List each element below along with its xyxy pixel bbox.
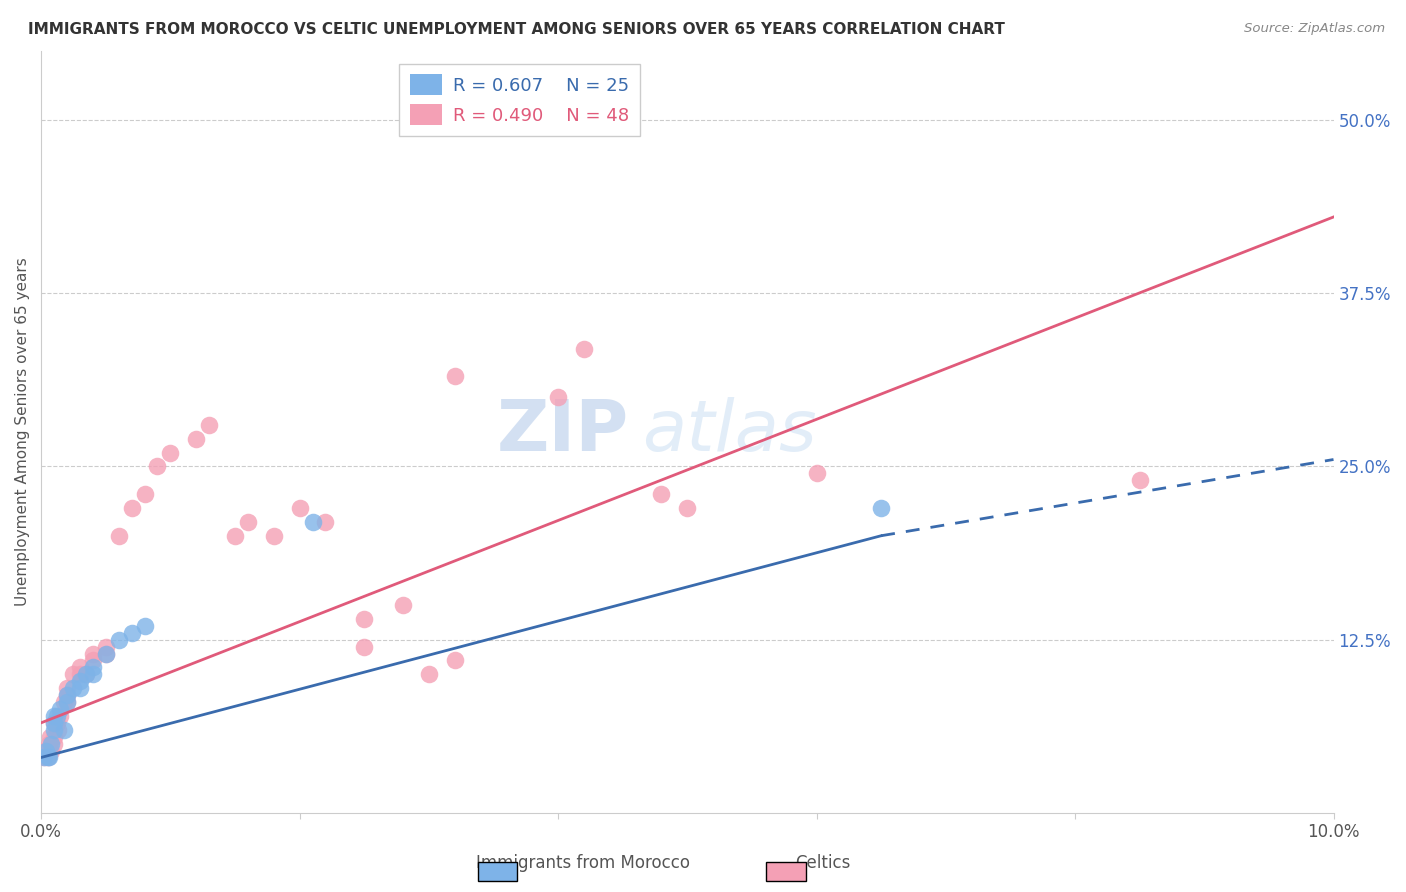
Point [146,459,169,474]
Point [353,640,375,654]
Point [69,674,91,689]
Point [288,501,311,516]
Point [870,501,893,516]
Point [53,695,76,709]
Point [53,723,76,737]
Legend: R = 0.607    N = 25, R = 0.490    N = 48: R = 0.607 N = 25, R = 0.490 N = 48 [399,63,640,136]
Point [314,515,336,529]
Text: Immigrants from Morocco: Immigrants from Morocco [477,855,690,872]
Point [38,737,60,751]
Point [42,730,65,744]
Point [443,369,465,384]
Point [1129,473,1152,487]
Point [134,619,156,633]
Text: IMMIGRANTS FROM MOROCCO VS CELTIC UNEMPLOYMENT AMONG SENIORS OVER 65 YEARS CORRE: IMMIGRANTS FROM MOROCCO VS CELTIC UNEMPL… [28,22,1005,37]
Point [263,529,285,543]
Point [82,660,104,674]
Point [572,342,595,356]
Point [94,647,117,661]
Point [35,743,58,757]
Point [62,681,84,695]
Point [39,730,62,744]
Point [42,709,65,723]
Point [806,467,828,481]
Point [353,612,375,626]
Point [62,667,84,681]
Point [82,667,104,681]
Point [42,737,65,751]
Point [82,647,104,661]
Point [418,667,440,681]
Point [69,681,91,695]
Y-axis label: Unemployment Among Seniors over 65 years: Unemployment Among Seniors over 65 years [15,258,30,607]
Point [94,647,117,661]
Point [56,695,79,709]
Point [121,501,143,516]
Point [134,487,156,501]
Point [69,660,91,674]
Point [34,743,56,757]
Point [107,632,129,647]
Point [42,715,65,730]
Point [676,501,699,516]
Point [49,702,72,716]
Point [236,515,259,529]
Point [650,487,672,501]
Point [121,625,143,640]
Point [49,709,72,723]
Text: Source: ZipAtlas.com: Source: ZipAtlas.com [1244,22,1385,36]
Point [159,445,181,459]
Point [46,723,69,737]
Point [547,390,569,404]
Point [41,743,63,757]
Point [56,681,79,695]
Point [32,750,55,764]
Point [186,432,208,446]
Point [392,598,415,612]
Text: ZIP: ZIP [496,397,628,467]
Point [301,515,323,529]
Point [45,715,67,730]
Point [107,529,129,543]
Point [37,750,59,764]
Point [45,709,67,723]
Point [56,695,79,709]
Point [75,667,97,681]
Point [41,737,63,751]
Point [56,688,79,702]
Point [69,667,91,681]
Point [224,529,246,543]
Point [443,653,465,667]
Point [38,750,60,764]
Text: atlas: atlas [643,397,817,467]
Point [94,640,117,654]
Point [42,715,65,730]
Text: Celtics: Celtics [794,855,851,872]
Point [42,723,65,737]
Point [32,750,55,764]
Point [75,667,97,681]
Point [37,750,59,764]
Point [56,688,79,702]
Point [82,653,104,667]
Point [198,417,221,432]
